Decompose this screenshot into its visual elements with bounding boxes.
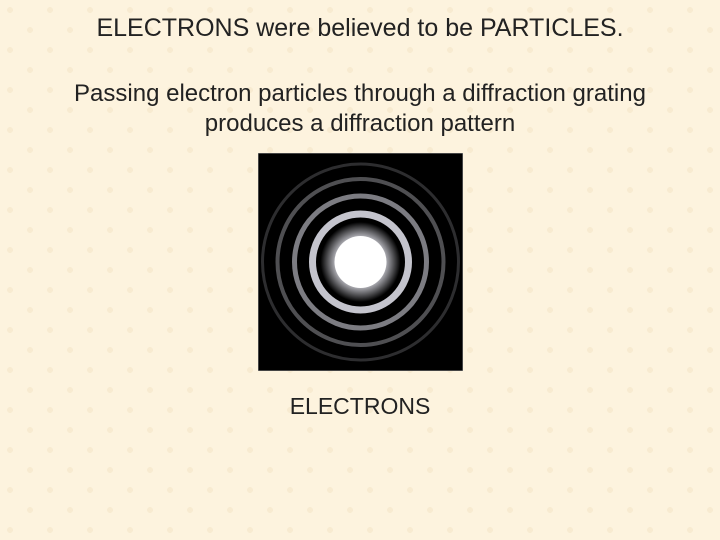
diffraction-pattern-figure: [258, 153, 463, 371]
figure-caption: ELECTRONS: [0, 371, 720, 420]
page-subtitle: Passing electron particles through a dif…: [60, 43, 660, 139]
page-title: ELECTRONS were believed to be PARTICLES.: [0, 0, 720, 43]
figure-container: [0, 153, 720, 371]
